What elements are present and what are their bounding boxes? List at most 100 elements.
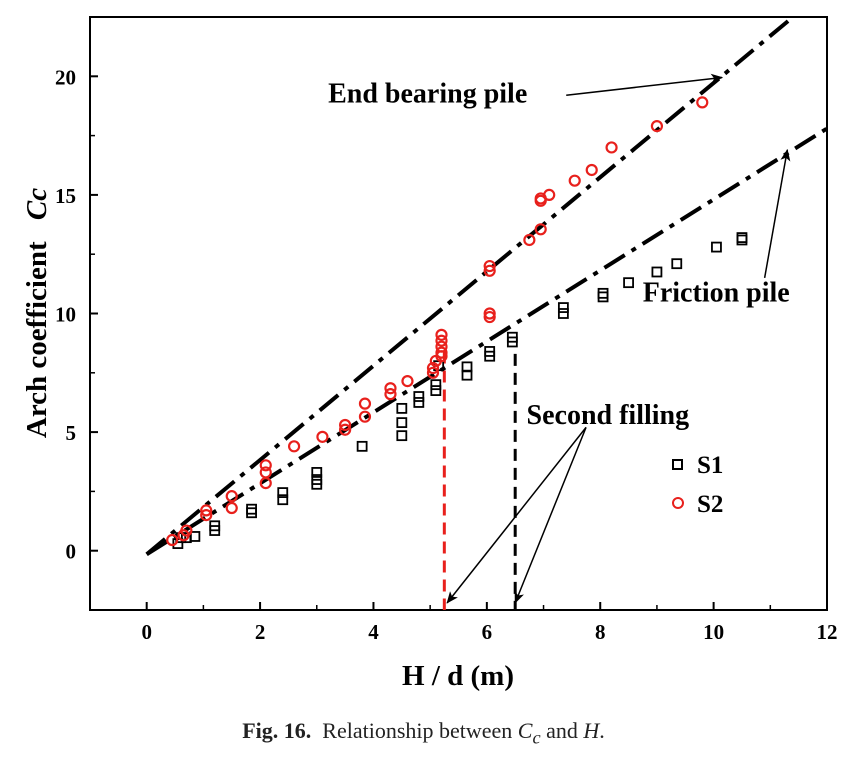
arch-coefficient-chart: 0 2 4 6 8 10 12 0 5 10 15 20 H / d (m) Arch coeffi… xyxy=(21,15,838,692)
data-point-s2 xyxy=(523,233,536,247)
data-point-s2 xyxy=(384,382,397,395)
data-point-s1 xyxy=(311,467,323,478)
vertical-markers xyxy=(442,351,517,610)
data-point-s2 xyxy=(225,490,238,503)
y-tick-label: 5 xyxy=(66,421,77,445)
y-tick-label: 15 xyxy=(55,184,76,208)
caption-and: and xyxy=(540,718,584,743)
series-s2 xyxy=(166,96,709,547)
data-point-s1 xyxy=(189,531,201,542)
data-point-s2 xyxy=(339,423,352,436)
data-point-s1 xyxy=(736,232,748,243)
data-point-s1 xyxy=(711,241,722,253)
data-series xyxy=(166,96,748,549)
y-axis-title: Arch coefficient Cc xyxy=(21,188,53,438)
data-point-s2 xyxy=(166,533,179,547)
data-point-s1 xyxy=(736,234,748,246)
data-point-s2 xyxy=(483,307,496,320)
y-axis-title-text: Arch coefficient xyxy=(21,241,53,438)
data-point-s2 xyxy=(483,264,496,277)
fit-lines xyxy=(145,15,829,556)
fit-line-friction-pile xyxy=(145,126,829,556)
x-tick-label: 12 xyxy=(817,620,838,644)
data-point-s2 xyxy=(435,340,448,353)
data-point-s1 xyxy=(557,308,569,319)
data-point-s2 xyxy=(287,440,301,453)
x-tick-label: 2 xyxy=(255,620,266,644)
data-point-s2 xyxy=(585,163,598,177)
annotation-arrow xyxy=(566,73,724,97)
data-point-s1 xyxy=(356,440,368,452)
x-axis-ticks: 0 2 4 6 8 10 12 xyxy=(141,602,838,644)
caption-symbol-sub: c xyxy=(532,727,541,748)
data-point-s1 xyxy=(506,331,518,343)
annotation-arrow xyxy=(446,426,587,604)
annotation-end-bearing-pile: End bearing pile xyxy=(328,78,527,109)
y-axis-title-symbol: Cc xyxy=(21,188,53,220)
data-point-s1 xyxy=(277,494,289,506)
data-point-s1 xyxy=(597,291,609,303)
y-tick-label: 10 xyxy=(55,303,76,327)
x-tick-label: 0 xyxy=(141,620,152,644)
y-tick-label: 20 xyxy=(55,65,76,89)
data-point-s2 xyxy=(435,328,448,341)
x-tick-label: 4 xyxy=(368,620,379,644)
x-tick-label: 6 xyxy=(482,620,493,644)
data-point-s1 xyxy=(413,391,425,402)
data-point-s2 xyxy=(568,174,581,187)
data-point-s1 xyxy=(623,277,634,289)
data-point-s2 xyxy=(200,504,213,517)
annotation-arrows xyxy=(446,73,791,604)
data-point-s2 xyxy=(401,375,414,388)
data-point-s2 xyxy=(605,141,618,154)
data-point-s1 xyxy=(557,302,569,313)
data-point-s2 xyxy=(316,430,329,443)
data-point-s2 xyxy=(483,259,496,273)
caption-fig-label: Fig. 16. xyxy=(242,718,312,743)
legend-label-s1: S1 xyxy=(697,452,723,479)
y-tick-label: 0 xyxy=(66,540,77,564)
data-point-s1 xyxy=(651,266,663,278)
data-point-s1 xyxy=(430,385,442,396)
data-point-s1 xyxy=(484,346,496,357)
data-point-s2 xyxy=(650,120,664,133)
data-point-s2 xyxy=(259,459,272,472)
fit-line-end-bearing-pile xyxy=(145,15,795,556)
data-point-s2 xyxy=(200,509,213,522)
legend-marker-s2 xyxy=(672,497,684,509)
x-tick-label: 10 xyxy=(703,620,724,644)
data-point-s1 xyxy=(246,507,257,519)
data-point-s1 xyxy=(246,503,257,515)
data-point-s2 xyxy=(483,310,496,324)
data-point-s2 xyxy=(543,188,556,201)
annotation-friction-pile: Friction pile xyxy=(643,278,790,309)
figure-caption: Fig. 16. Relationship between Cc and H. xyxy=(0,718,847,748)
data-point-s2 xyxy=(435,346,448,359)
data-point-s2 xyxy=(180,524,193,537)
data-point-s2 xyxy=(358,410,372,423)
caption-symbol-h: H xyxy=(583,718,600,743)
data-point-s1 xyxy=(396,417,408,429)
data-point-s1 xyxy=(597,287,609,299)
caption-end: . xyxy=(599,718,605,743)
x-axis-title: H / d (m) xyxy=(402,660,514,692)
annotation-arrow xyxy=(514,427,587,604)
data-point-s2 xyxy=(358,397,372,410)
data-point-s2 xyxy=(696,96,709,109)
data-point-s2 xyxy=(426,361,440,375)
legend-marker-s1 xyxy=(672,459,683,470)
caption-symbol-c: C xyxy=(517,718,533,743)
annotation-arrow xyxy=(763,148,791,279)
data-point-s1 xyxy=(461,361,473,373)
data-point-s2 xyxy=(435,334,448,347)
data-point-s2 xyxy=(534,223,547,236)
data-point-s2 xyxy=(384,388,397,401)
data-point-s2 xyxy=(225,501,238,515)
y-axis-ticks: 0 5 10 15 20 xyxy=(55,65,98,564)
data-point-s2 xyxy=(259,466,272,479)
data-point-s1 xyxy=(413,397,425,408)
legend: S1 S2 xyxy=(672,452,723,518)
data-point-s1 xyxy=(209,520,221,532)
data-point-s1 xyxy=(277,487,289,498)
data-point-s1 xyxy=(311,474,323,485)
